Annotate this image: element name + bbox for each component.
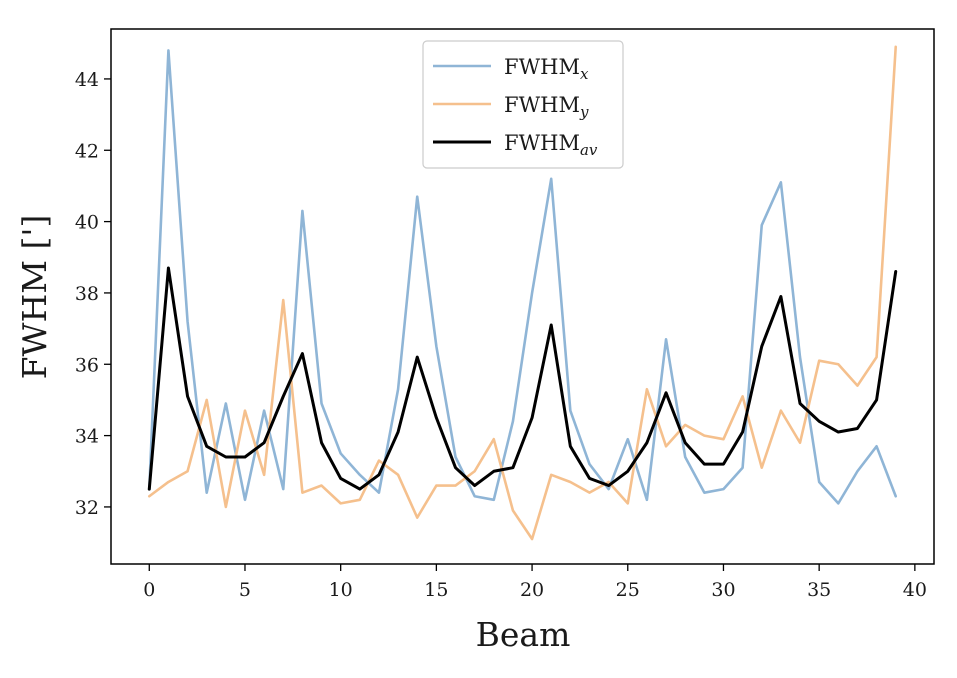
x-axis-title: Beam [476,615,571,654]
y-tick-label: 36 [75,354,99,376]
series-line-y [147,45,898,541]
x-tick-label: 5 [239,579,251,601]
plot-frame [110,28,935,565]
x-tick-label: 15 [424,579,448,601]
x-tick-label: 30 [711,579,735,601]
axes-layer: 0 5 10 15 20 25 30 35 40 32 34 36 38 40 42 44 [75,28,935,601]
series-layer [147,45,898,541]
series-line-x [147,49,898,505]
x-tick-label: 35 [807,579,831,601]
legend-label-subscript: x [580,65,589,83]
y-tick-label: 34 [75,426,99,448]
legend-label-y: FWHMy [504,93,589,121]
y-axis-title: FWHM ['] [15,215,54,380]
y-tick-label: 44 [75,69,99,91]
y-tick-label: 40 [75,212,99,234]
legend-box [422,40,624,169]
x-tick-label: 10 [329,579,353,601]
series-line-av [147,266,898,491]
y-tick-label: 38 [75,283,99,305]
x-tick-label: 0 [143,579,155,601]
x-tick-label: 25 [616,579,640,601]
x-tick-label: 40 [903,579,927,601]
legend-label-subscript: av [580,141,598,159]
legend-label-subscript: y [579,103,589,121]
y-tick-label: 42 [75,140,99,162]
legend-label-x: FWHMx [504,55,589,83]
y-tick-label: 32 [75,497,99,519]
x-tick-label: 20 [520,579,544,601]
